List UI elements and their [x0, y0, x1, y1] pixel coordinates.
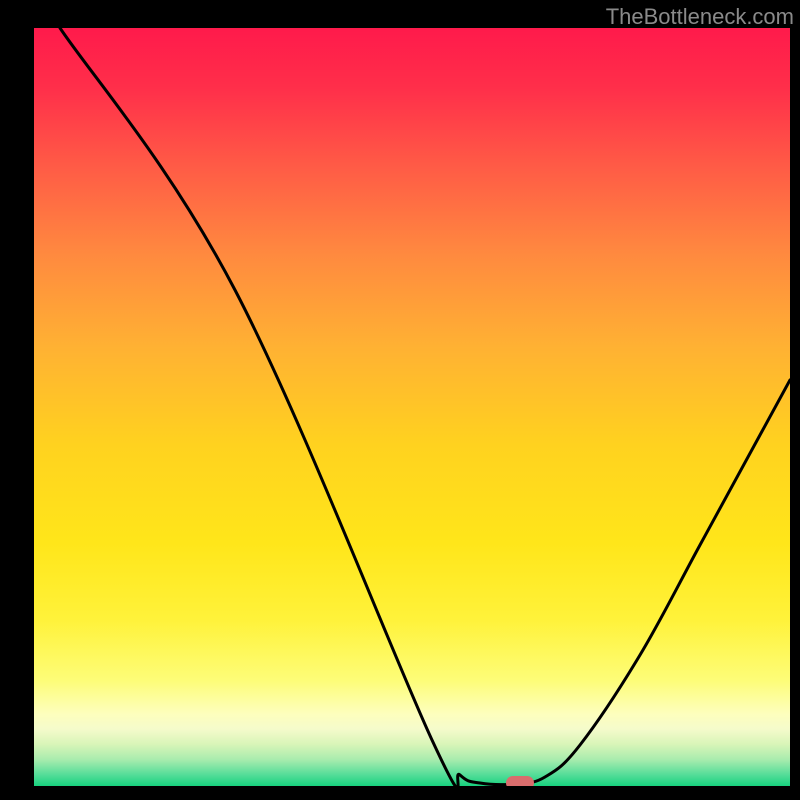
- gradient-background: [0, 0, 800, 800]
- frame-right: [790, 0, 800, 800]
- frame-left: [0, 0, 34, 800]
- frame-bottom: [0, 786, 800, 800]
- watermark-text: TheBottleneck.com: [606, 4, 794, 30]
- chart-container: TheBottleneck.com: [0, 0, 800, 800]
